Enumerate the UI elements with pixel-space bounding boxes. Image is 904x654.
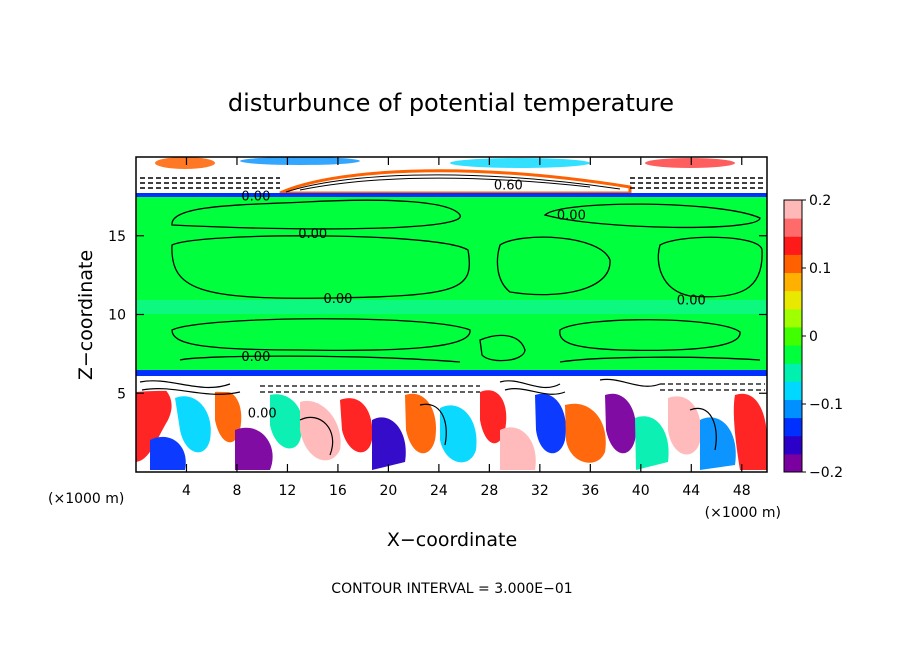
x-tick-label: 40 xyxy=(632,483,650,499)
colorbar: 0.2 0.1 0 −0.1 −0.2 xyxy=(783,193,843,481)
x-axis: 4 8 12 16 20 24 28 32 36 40 44 48 xyxy=(182,157,751,499)
colorbar-label: 0 xyxy=(809,329,818,345)
field-cyan-strip xyxy=(136,300,767,314)
contour-label: 0.00 xyxy=(557,208,586,223)
contour-label: 0.00 xyxy=(241,350,270,365)
y-axis: 5 10 15 xyxy=(108,229,767,402)
x-tick-label: 12 xyxy=(279,483,297,499)
colorbar-label: 0.2 xyxy=(809,193,831,209)
x-unit-right: (×1000 m) xyxy=(705,505,781,521)
y-tick-label: 15 xyxy=(108,229,126,245)
x-tick-label: 8 xyxy=(232,483,241,499)
colorbar-label: 0.1 xyxy=(809,261,831,277)
colorbar-swatch xyxy=(784,254,802,274)
colorbar-swatch xyxy=(784,363,802,382)
colorbar-swatch xyxy=(784,236,802,255)
colorbar-swatch xyxy=(784,453,802,473)
contour-label: 0.00 xyxy=(323,292,352,307)
colorbar-label: −0.2 xyxy=(809,465,843,481)
colorbar-swatch xyxy=(784,326,802,346)
x-tick-label: 44 xyxy=(682,483,700,499)
contour-label: 0.00 xyxy=(677,293,706,308)
plot-area: 0.00 0.00 0.60 0.00 0.00 0.00 0.00 0.00 xyxy=(136,157,767,472)
x-tick-label: 32 xyxy=(531,483,549,499)
contour-label: 0.00 xyxy=(241,189,270,204)
contour-labels: 0.00 0.00 0.60 0.00 0.00 0.00 0.00 0.00 xyxy=(241,178,706,422)
colorbar-swatch xyxy=(784,345,802,364)
chart-title: disturbunce of potential temperature xyxy=(228,89,674,117)
contour-label: 0.60 xyxy=(494,178,523,193)
colorbar-swatch xyxy=(784,218,802,237)
x-tick-label: 4 xyxy=(182,483,191,499)
colorbar-swatch xyxy=(784,435,802,455)
y-tick-label: 10 xyxy=(108,308,126,324)
x-tick-label: 16 xyxy=(329,483,347,499)
colorbar-swatch xyxy=(784,272,802,292)
x-tick-label: 28 xyxy=(480,483,498,499)
colorbar-swatch xyxy=(784,417,802,437)
colorbar-swatch xyxy=(784,308,802,328)
contour-label: 0.00 xyxy=(298,227,327,242)
contour-label: 0.00 xyxy=(248,407,277,422)
colorbar-swatch xyxy=(784,399,802,419)
field-green-region xyxy=(136,197,767,374)
x-unit-left: (×1000 m) xyxy=(48,491,124,507)
colorbar-swatch xyxy=(784,200,802,219)
x-tick-label: 36 xyxy=(581,483,599,499)
y-axis-label: Z−coordinate xyxy=(75,250,97,380)
y-tick-label: 5 xyxy=(117,386,126,402)
colorbar-swatch xyxy=(784,290,802,310)
x-tick-label: 24 xyxy=(430,483,448,499)
x-axis-label: X−coordinate xyxy=(387,529,517,551)
colorbar-label: −0.1 xyxy=(809,397,843,413)
x-tick-label: 20 xyxy=(379,483,397,499)
contour-interval-footer: CONTOUR INTERVAL = 3.000E−01 xyxy=(331,581,572,597)
colorbar-swatch xyxy=(784,381,802,400)
x-tick-label: 48 xyxy=(733,483,751,499)
